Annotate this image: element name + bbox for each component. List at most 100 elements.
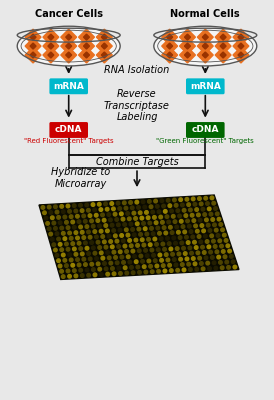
Circle shape — [55, 254, 59, 257]
Circle shape — [201, 208, 205, 211]
Circle shape — [87, 208, 90, 212]
Circle shape — [79, 204, 82, 207]
Circle shape — [69, 215, 73, 218]
Circle shape — [163, 248, 166, 251]
Circle shape — [47, 227, 51, 230]
Circle shape — [77, 263, 81, 267]
Circle shape — [199, 202, 203, 206]
Circle shape — [184, 252, 187, 255]
Circle shape — [84, 263, 87, 266]
Circle shape — [66, 248, 70, 251]
Polygon shape — [69, 54, 74, 56]
Circle shape — [160, 199, 164, 202]
Circle shape — [191, 235, 195, 239]
Polygon shape — [25, 47, 41, 63]
Circle shape — [221, 250, 225, 253]
Circle shape — [103, 262, 106, 265]
Circle shape — [55, 210, 59, 214]
Polygon shape — [169, 41, 171, 46]
Circle shape — [179, 258, 182, 261]
Circle shape — [93, 273, 97, 277]
Polygon shape — [50, 50, 52, 55]
Polygon shape — [66, 34, 72, 40]
Polygon shape — [68, 50, 70, 55]
Circle shape — [131, 271, 135, 274]
Circle shape — [219, 223, 222, 226]
Circle shape — [50, 238, 54, 241]
Text: "Green Fluorescent" Targets: "Green Fluorescent" Targets — [156, 138, 254, 144]
Polygon shape — [69, 36, 74, 38]
Polygon shape — [170, 45, 175, 47]
Circle shape — [196, 251, 200, 255]
Circle shape — [223, 255, 227, 258]
Polygon shape — [33, 54, 38, 56]
Circle shape — [115, 218, 118, 221]
Polygon shape — [103, 46, 105, 51]
Polygon shape — [99, 36, 104, 38]
Circle shape — [142, 222, 145, 225]
Circle shape — [156, 248, 160, 252]
Polygon shape — [223, 45, 228, 47]
Circle shape — [126, 233, 130, 237]
Circle shape — [46, 222, 49, 225]
Polygon shape — [162, 47, 178, 63]
Circle shape — [222, 233, 226, 237]
Circle shape — [85, 268, 89, 272]
Text: Combine Targets: Combine Targets — [96, 157, 178, 167]
Circle shape — [96, 240, 100, 244]
Circle shape — [217, 217, 221, 221]
Polygon shape — [218, 45, 223, 47]
Polygon shape — [50, 55, 52, 60]
Circle shape — [180, 241, 184, 245]
Circle shape — [95, 235, 98, 239]
Polygon shape — [218, 36, 223, 38]
Circle shape — [126, 255, 130, 258]
Circle shape — [224, 239, 228, 242]
Polygon shape — [50, 46, 52, 51]
Circle shape — [98, 202, 101, 206]
Circle shape — [189, 230, 193, 233]
Polygon shape — [96, 47, 112, 63]
Polygon shape — [101, 52, 107, 58]
Polygon shape — [30, 43, 36, 49]
Polygon shape — [236, 36, 241, 38]
Circle shape — [133, 255, 136, 258]
Circle shape — [205, 218, 208, 222]
Polygon shape — [85, 50, 87, 55]
Circle shape — [61, 210, 65, 214]
Polygon shape — [202, 52, 208, 58]
Polygon shape — [197, 38, 213, 54]
Circle shape — [182, 268, 186, 272]
Circle shape — [107, 213, 111, 216]
Polygon shape — [169, 50, 171, 55]
Polygon shape — [84, 52, 90, 58]
Circle shape — [122, 261, 125, 264]
Circle shape — [196, 230, 199, 233]
Polygon shape — [99, 45, 104, 47]
Circle shape — [197, 235, 201, 238]
Circle shape — [188, 246, 192, 250]
Circle shape — [176, 209, 180, 212]
Polygon shape — [169, 32, 171, 37]
Polygon shape — [222, 50, 224, 55]
Circle shape — [117, 266, 121, 270]
Circle shape — [47, 205, 51, 209]
Circle shape — [107, 234, 111, 238]
Circle shape — [118, 228, 122, 232]
Circle shape — [123, 266, 127, 270]
Circle shape — [136, 265, 140, 269]
Circle shape — [121, 217, 125, 221]
Text: "Red Fluorescent" Targets: "Red Fluorescent" Targets — [24, 138, 113, 144]
Circle shape — [128, 260, 132, 264]
Circle shape — [186, 219, 189, 223]
Circle shape — [110, 202, 113, 205]
Circle shape — [145, 211, 148, 214]
Polygon shape — [233, 47, 249, 63]
Polygon shape — [170, 36, 175, 38]
Text: Reverse
Transcriptase
Labeling: Reverse Transcriptase Labeling — [104, 89, 170, 122]
Circle shape — [95, 214, 98, 217]
Circle shape — [54, 205, 57, 208]
Circle shape — [102, 218, 106, 222]
Circle shape — [179, 220, 183, 223]
Polygon shape — [215, 47, 231, 63]
